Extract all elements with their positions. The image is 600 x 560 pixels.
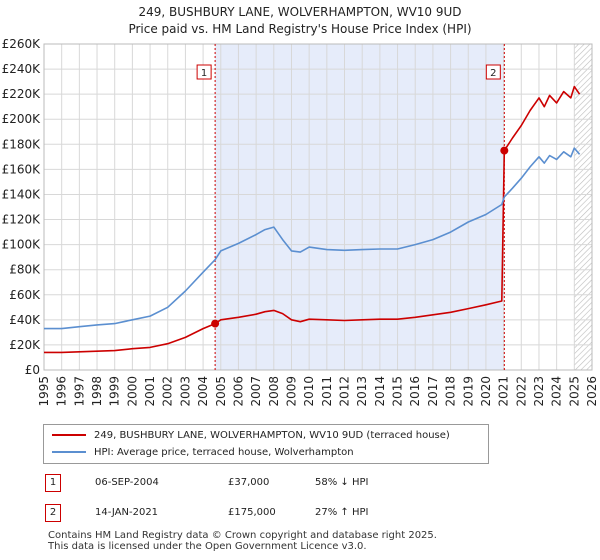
x-tick-label: 2013 — [355, 376, 369, 407]
x-tick-label: 2018 — [444, 376, 458, 407]
x-tick-label: 2001 — [143, 376, 157, 407]
y-tick-label: £220K — [2, 87, 42, 101]
x-tick-label: 1995 — [37, 376, 51, 407]
footer-copyright: Contains HM Land Registry data © Crown c… — [48, 530, 437, 541]
x-tick-label: 2026 — [585, 376, 599, 407]
x-tick-label: 2017 — [426, 376, 440, 407]
x-tick-label: 2019 — [461, 376, 475, 407]
footer: Contains HM Land Registry data © Crown c… — [48, 530, 437, 552]
x-tick-label: 2022 — [514, 376, 528, 407]
series-line-property — [44, 85, 581, 354]
sale-marker-badge: 2 — [45, 504, 61, 522]
x-tick-label: 1996 — [55, 376, 69, 407]
x-tick-label: 2004 — [196, 376, 210, 407]
x-tick-label: 1998 — [90, 376, 104, 407]
y-tick-label: £80K — [9, 263, 41, 277]
x-tick-label: 1997 — [72, 376, 86, 407]
x-tick-label: 2005 — [214, 376, 228, 407]
x-tick-label: 2008 — [267, 376, 281, 407]
x-tick-label: 1999 — [108, 376, 122, 407]
y-tick-label: £160K — [2, 162, 42, 176]
legend-swatch-property — [52, 434, 86, 436]
sale-marker-badge: 1 — [45, 474, 61, 492]
footer-licence: This data is licensed under the Open Gov… — [48, 541, 367, 552]
y-tick-label: £60K — [9, 288, 41, 302]
y-tick-label: £0 — [25, 363, 40, 377]
x-tick-label: 2023 — [532, 376, 546, 407]
forecast-hatch — [574, 44, 592, 370]
sale-point — [211, 319, 220, 328]
sale-label-box — [485, 64, 501, 80]
series-line-hpi — [44, 147, 581, 330]
y-tick-label: £240K — [2, 62, 42, 76]
sale-date: 06-SEP-2004 — [95, 477, 159, 488]
y-tick-label: £40K — [9, 313, 41, 327]
x-tick-label: 2025 — [567, 376, 581, 407]
y-tick-label: £100K — [2, 238, 42, 252]
sale-row: 2 14-JAN-2021 £175,000 27% ↑ HPI — [45, 504, 445, 522]
x-tick-label: 2009 — [284, 376, 298, 407]
x-tick-label: 2011 — [320, 376, 334, 407]
x-tick-label: 2000 — [125, 376, 139, 407]
x-tick-label: 2007 — [249, 376, 263, 407]
x-tick-label: 2012 — [338, 376, 352, 407]
y-tick-label: £140K — [2, 187, 42, 201]
sale-hpi-delta: 27% ↑ HPI — [315, 507, 369, 518]
y-tick-label: £260K — [2, 37, 42, 51]
sale-point — [500, 146, 509, 155]
x-tick-label: 2024 — [550, 376, 564, 407]
sale-label-box — [196, 64, 212, 80]
y-tick-label: £180K — [2, 137, 42, 151]
x-tick-label: 2015 — [391, 376, 405, 407]
legend-label-hpi: HPI: Average price, terraced house, Wolv… — [94, 447, 354, 458]
sale-hpi-delta: 58% ↓ HPI — [315, 477, 369, 488]
sale-label-number: 2 — [490, 68, 496, 79]
sale-price: £37,000 — [228, 477, 270, 488]
y-tick-label: £120K — [2, 213, 42, 227]
chart-title-line2: Price paid vs. HM Land Registry's House … — [128, 22, 472, 36]
price-chart: £0 £20K £40K £60K £80K £100K £120K £140K £160K £1… — [2, 37, 599, 407]
legend-item-hpi: HPI: Average price, terraced house, Wolv… — [52, 445, 354, 461]
x-tick-label: 2003 — [178, 376, 192, 407]
sale-price: £175,000 — [228, 507, 276, 518]
x-tick-label: 2020 — [479, 376, 493, 407]
plot-frame — [43, 43, 593, 371]
y-tick-label: £20K — [9, 338, 41, 352]
x-tick-label: 2016 — [408, 376, 422, 407]
legend: 249, BUSHBURY LANE, WOLVERHAMPTON, WV10 … — [43, 424, 489, 464]
legend-item-property: 249, BUSHBURY LANE, WOLVERHAMPTON, WV10 … — [52, 428, 450, 444]
y-tick-label: £200K — [2, 112, 42, 126]
chart-title: 249, BUSHBURY LANE, WOLVERHAMPTON, WV10 … — [0, 4, 600, 38]
legend-swatch-hpi — [52, 451, 86, 453]
x-tick-label: 2014 — [373, 376, 387, 407]
x-tick-label: 2021 — [497, 376, 511, 407]
sale-interval-shade — [215, 44, 505, 370]
x-tick-label: 2002 — [161, 376, 175, 407]
x-tick-label: 2010 — [302, 376, 316, 407]
sale-date: 14-JAN-2021 — [95, 507, 159, 518]
sale-label-number: 1 — [201, 68, 207, 79]
sale-row: 1 06-SEP-2004 £37,000 58% ↓ HPI — [45, 474, 445, 492]
x-tick-label: 2006 — [231, 376, 245, 407]
chart-title-line1: 249, BUSHBURY LANE, WOLVERHAMPTON, WV10 … — [138, 5, 462, 19]
legend-label-property: 249, BUSHBURY LANE, WOLVERHAMPTON, WV10 … — [94, 430, 450, 441]
